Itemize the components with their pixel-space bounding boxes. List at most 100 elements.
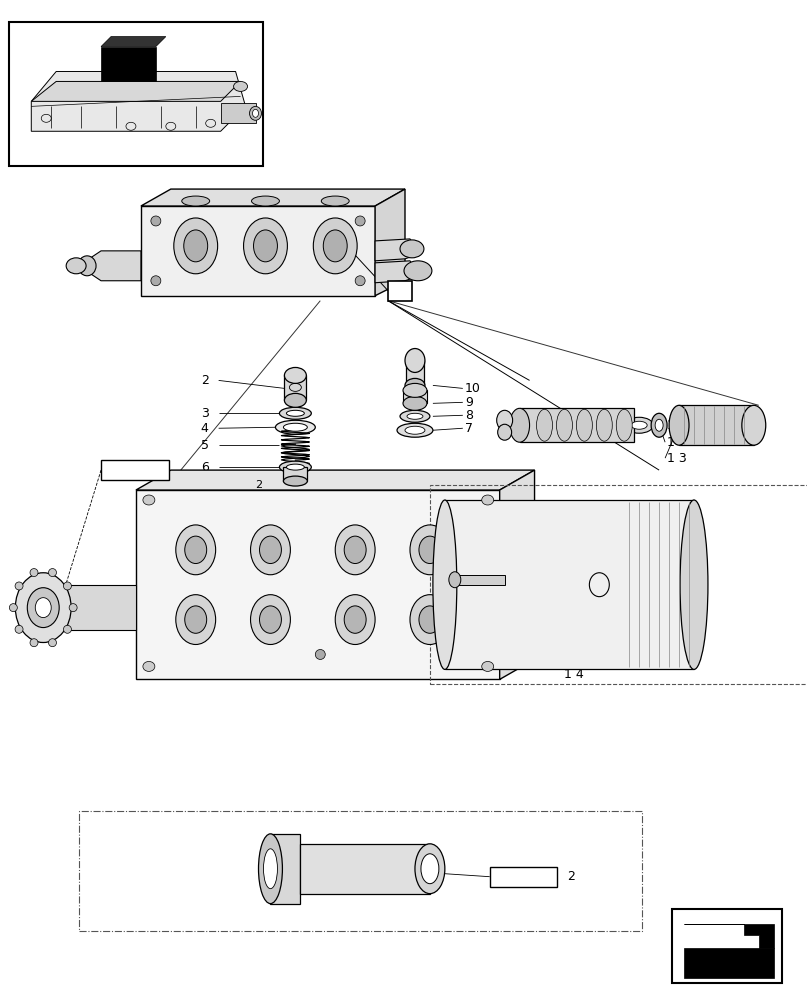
Ellipse shape [48,639,57,647]
Ellipse shape [284,367,306,383]
Ellipse shape [259,536,281,564]
Ellipse shape [323,230,347,262]
Ellipse shape [557,409,572,441]
Ellipse shape [143,495,155,505]
Ellipse shape [433,500,457,669]
Ellipse shape [498,424,511,440]
Ellipse shape [400,240,424,258]
Ellipse shape [64,582,71,590]
Ellipse shape [404,261,432,281]
Polygon shape [375,239,420,261]
Ellipse shape [482,661,494,671]
Ellipse shape [680,500,708,669]
Text: 1 3: 1 3 [667,452,687,465]
Ellipse shape [234,81,247,91]
Ellipse shape [27,588,59,628]
Ellipse shape [284,476,307,486]
Ellipse shape [400,410,430,422]
Ellipse shape [344,606,366,633]
Ellipse shape [344,536,366,564]
Ellipse shape [250,595,290,645]
Ellipse shape [30,569,38,577]
Ellipse shape [48,569,57,577]
Text: 1 4: 1 4 [565,668,584,681]
Polygon shape [221,103,255,123]
Ellipse shape [284,393,306,407]
Ellipse shape [10,604,17,612]
Text: 2: 2 [567,870,575,883]
Ellipse shape [183,230,208,262]
Polygon shape [520,408,634,442]
Ellipse shape [405,426,425,434]
Bar [79,811,642,931]
Ellipse shape [15,625,23,633]
Text: PAG: PAG [512,872,535,882]
Text: 2: 2 [200,374,208,387]
Ellipse shape [64,625,71,633]
Ellipse shape [742,405,766,445]
Ellipse shape [651,413,667,437]
Ellipse shape [415,844,445,894]
Polygon shape [101,37,166,47]
Polygon shape [403,390,427,403]
Ellipse shape [617,409,632,441]
Ellipse shape [176,595,216,645]
Polygon shape [136,470,535,490]
Ellipse shape [182,196,209,206]
Ellipse shape [596,409,612,441]
Ellipse shape [66,258,86,274]
Polygon shape [271,834,301,904]
Ellipse shape [322,196,349,206]
Ellipse shape [497,410,512,430]
Text: 5: 5 [200,439,208,452]
Text: 7: 7 [465,422,473,435]
Text: 1: 1 [397,286,403,296]
Polygon shape [136,490,499,679]
Ellipse shape [403,383,427,397]
Ellipse shape [407,413,423,419]
Bar [101,460,169,480]
Ellipse shape [36,598,51,618]
Ellipse shape [151,216,161,226]
Ellipse shape [403,396,427,410]
Polygon shape [284,375,306,400]
Ellipse shape [286,464,305,470]
Ellipse shape [537,409,553,441]
Polygon shape [101,47,156,81]
Ellipse shape [315,649,326,659]
Ellipse shape [356,276,365,286]
Ellipse shape [276,420,315,434]
Ellipse shape [669,405,689,445]
Text: 8: 8 [465,409,473,422]
Ellipse shape [631,421,647,429]
Polygon shape [406,360,424,385]
Polygon shape [375,189,405,296]
Ellipse shape [449,572,461,588]
Ellipse shape [419,606,441,633]
Bar [388,281,412,301]
Polygon shape [499,470,535,679]
Ellipse shape [335,595,375,645]
Ellipse shape [30,639,38,647]
Text: 6: 6 [200,461,208,474]
Ellipse shape [174,218,217,274]
Ellipse shape [185,606,207,633]
Text: 9: 9 [465,396,473,409]
Ellipse shape [284,423,307,431]
Polygon shape [679,405,754,445]
Ellipse shape [356,216,365,226]
Ellipse shape [263,849,277,889]
Ellipse shape [510,408,529,442]
Ellipse shape [243,218,288,274]
Ellipse shape [251,196,280,206]
Polygon shape [684,948,774,978]
Text: 2: 2 [255,480,263,490]
Ellipse shape [419,536,441,564]
Polygon shape [61,585,136,630]
Polygon shape [455,575,505,585]
Text: 10: 10 [465,382,481,395]
Bar [430,485,808,684]
Ellipse shape [250,525,290,575]
Ellipse shape [625,417,653,433]
Polygon shape [284,467,307,481]
